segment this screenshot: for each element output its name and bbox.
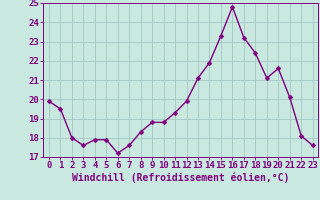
X-axis label: Windchill (Refroidissement éolien,°C): Windchill (Refroidissement éolien,°C) — [72, 173, 290, 183]
